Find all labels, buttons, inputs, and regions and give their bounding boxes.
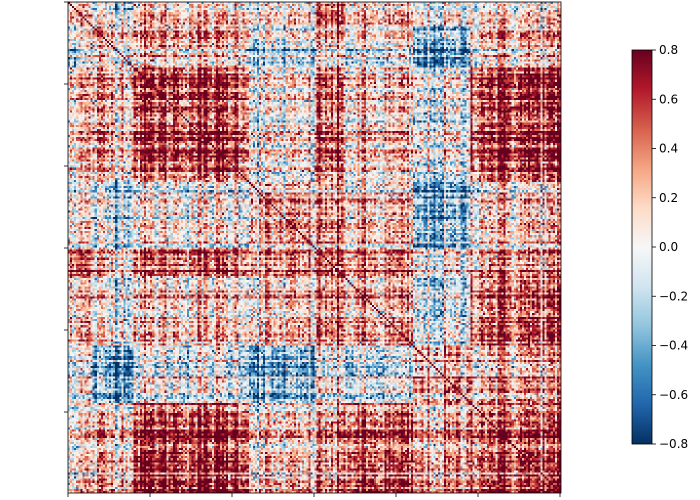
x-axis-ticks <box>67 493 561 497</box>
heatmap-cells <box>68 2 561 493</box>
colorbar-ticks <box>652 49 656 445</box>
colorbar-tick-label: 0.2 <box>659 191 678 205</box>
colorbar-tick-label: −0.2 <box>659 289 688 303</box>
colorbar-tick-label: −0.6 <box>659 388 688 402</box>
colorbar-tick-label: −0.4 <box>659 339 688 353</box>
colorbar-tick-label: 0.0 <box>659 240 678 254</box>
colorbar-tick-label: 0.8 <box>659 43 678 57</box>
axes-frame <box>67 1 562 494</box>
colorbar-tick-labels: 0.8 0.6 0.4 0.2 0.0 −0.2 −0.4 −0.6 −0.8 <box>659 43 688 451</box>
colorbar-tick-label: 0.6 <box>659 92 678 106</box>
y-axis-ticks <box>64 1 68 413</box>
colorbar <box>631 49 653 445</box>
heatmap-axes <box>67 1 562 494</box>
colorbar-tick-label: 0.4 <box>659 142 678 156</box>
colorbar-tick-label: −0.8 <box>659 437 688 451</box>
